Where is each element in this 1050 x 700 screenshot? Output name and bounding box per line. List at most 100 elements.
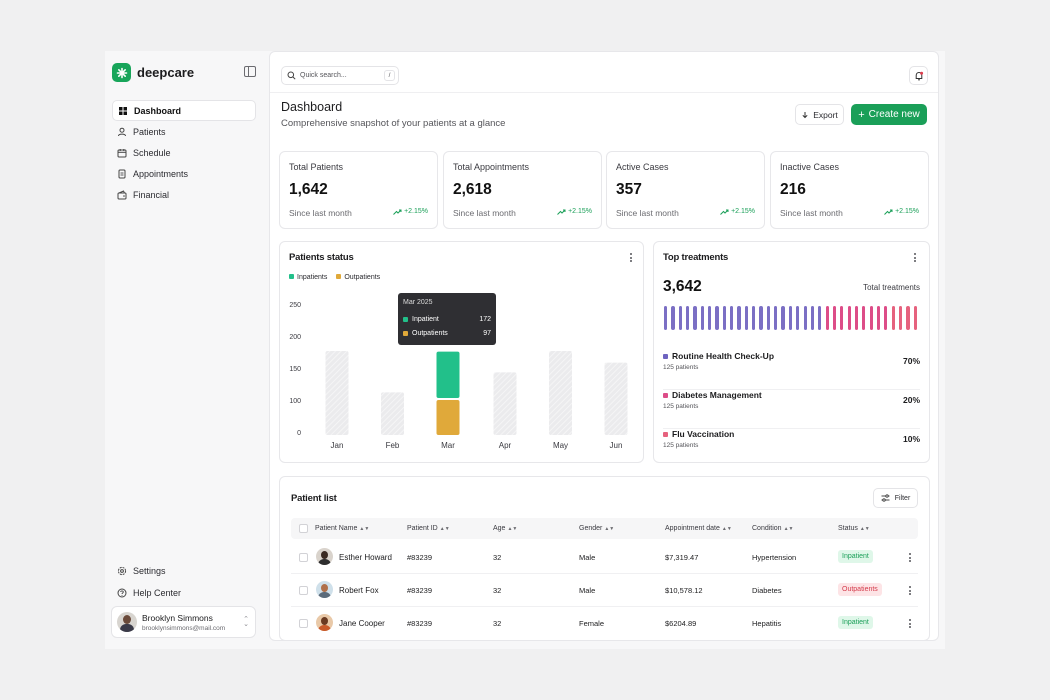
select-all-checkbox[interactable] [299,524,308,533]
sidebar-item-settings[interactable]: Settings [112,560,256,581]
user-icon [117,127,127,137]
treatment-bar-tick [891,306,895,330]
treatment-distribution-bar [663,306,920,330]
bar-total-may [549,351,572,435]
filter-button[interactable]: Filter [873,488,918,508]
patient-gender: Female [579,619,605,628]
row-checkbox[interactable] [299,619,308,628]
total-treatments-label: Total treatments [863,283,920,292]
column-header[interactable]: Status ▲▼ [838,525,870,532]
sidebar-item-appointments[interactable]: Appointments [112,163,256,184]
search-icon [287,71,296,80]
patient-gender: Male [579,586,596,595]
y-tick-label: 100 [289,398,301,405]
search-input[interactable]: Quick search... / [281,66,399,85]
treatment-item: Diabetes Management 125 patients 20% [663,390,920,429]
more-options-icon[interactable] [913,252,917,263]
y-tick-label: 0 [297,430,301,437]
more-options-icon[interactable] [629,252,633,263]
sidebar-item-dashboard[interactable]: Dashboard [112,100,256,121]
sidebar-item-label: Appointments [133,168,189,179]
column-header[interactable]: Patient Name ▲▼ [315,525,370,532]
treatment-bar-tick [686,306,690,330]
sidebar-item-label: Patients [133,126,166,137]
table-row[interactable]: Robert Fox #83239 32 Male $10,578.12 Dia… [291,574,918,607]
stat-card-inactive-cases: Inactive Cases 216 Since last month +2.1… [770,151,929,229]
stat-since: Since last month [780,208,843,218]
y-tick-label: 250 [289,302,301,309]
search-placeholder: Quick search... [300,72,347,79]
panel-title: Patients status [289,252,354,263]
treatment-percent: 70% [902,356,920,366]
patient-name: Esther Howard [339,553,392,562]
notification-button[interactable] [909,66,928,85]
x-tick-label: Feb [386,441,400,450]
sidebar-item-financial[interactable]: Financial [112,184,256,205]
column-header[interactable]: Condition ▲▼ [752,525,794,532]
treatment-bar-tick [854,306,859,330]
treatment-bar-tick [906,306,910,330]
table-row[interactable]: Esther Howard #83239 32 Male $7,319.47 H… [291,541,918,574]
sidebar-item-patients[interactable]: Patients [112,121,256,142]
patient-gender: Male [579,553,596,562]
tooltip-title: Mar 2025 [403,299,433,306]
row-more-icon[interactable] [908,618,912,629]
treatment-bar-tick [766,306,770,330]
panel-title: Top treatments [663,252,729,263]
logo[interactable]: deepcare [112,63,194,82]
row-more-icon[interactable] [908,552,912,563]
patient-condition: Diabetes [752,586,782,595]
stat-value: 357 [616,181,642,198]
wallet-icon [117,189,127,200]
download-icon [802,111,808,118]
row-checkbox[interactable] [299,553,308,562]
bar-total-jun [604,362,628,435]
calendar-icon [117,148,127,158]
row-checkbox[interactable] [299,586,308,595]
stat-card-total-patients: Total Patients 1,642 Since last month +2… [279,151,438,229]
column-header[interactable]: Gender ▲▼ [579,525,615,532]
treatment-bar-tick [788,306,793,330]
treatment-bar-tick [693,306,697,330]
document-icon [117,169,127,179]
row-more-icon[interactable] [908,585,912,596]
bar-total-apr [493,372,517,435]
user-profile-card[interactable]: Brooklyn Simmons brooklynsimmons@mail.co… [111,606,256,638]
sidebar-item-help-center[interactable]: Help Center [112,582,256,603]
column-header[interactable]: Appointment date ▲▼ [665,525,732,532]
divider [270,92,938,93]
patient-condition: Hypertension [752,553,797,562]
chart-tooltip: Mar 2025 Inpatient 172 Outpatients 97 [398,293,496,345]
treatment-name: Routine Health Check-Up [672,351,775,361]
export-button[interactable]: Export [795,104,844,125]
legend-item-outpatients: Outpatients [336,274,380,281]
treatment-bar-tick [744,306,748,330]
create-new-button[interactable]: + Create new [851,104,927,125]
gear-icon [117,566,127,576]
treatment-bar-tick [876,306,881,330]
treatment-percent: 20% [902,395,920,405]
sidebar-item-schedule[interactable]: Schedule [112,142,256,163]
bar-total-jan [325,351,349,435]
stat-change-value: +2.15% [895,208,919,215]
appointment-date: $7,319.47 [665,553,699,562]
sidebar-toggle-icon[interactable] [244,66,256,77]
sidebar-item-label: Schedule [133,147,171,158]
help-icon [117,588,127,598]
avatar [316,614,333,631]
x-tick-label: Jan [331,441,344,450]
sidebar-bottom-nav: Settings Help Center [112,560,256,603]
treatment-bar-tick [722,306,726,330]
stat-title: Total Patients [289,162,344,172]
treatment-bar-tick [884,306,888,330]
patients-status-panel: Patients status Inpatients Outpatients 2… [279,241,644,463]
column-header[interactable]: Age ▲▼ [493,525,518,532]
filter-label: Filter [894,494,911,502]
column-header[interactable]: Patient ID ▲▼ [407,525,450,532]
trend-up-icon [393,209,402,215]
table-row[interactable]: Jane Cooper #83239 32 Female $6204.89 He… [291,607,918,640]
stat-change-value: +2.15% [731,208,755,215]
treatment-bar-tick [700,306,704,330]
stat-card-active-cases: Active Cases 357 Since last month +2.15% [606,151,765,229]
sidebar-item-label: Dashboard [134,105,182,116]
